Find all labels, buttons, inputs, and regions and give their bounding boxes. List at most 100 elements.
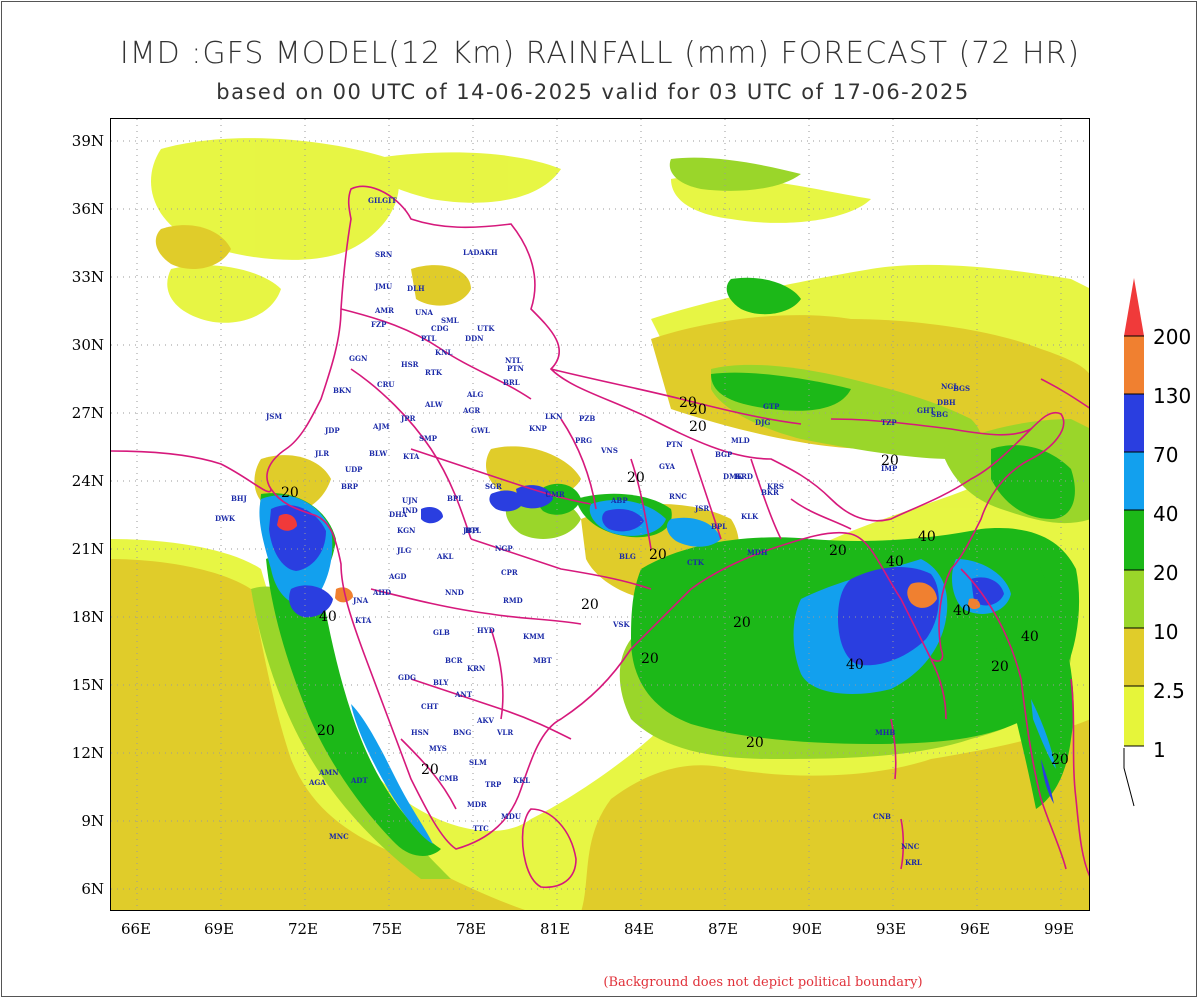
- station-label: NND: [445, 588, 464, 597]
- station-label: BHJ: [231, 494, 248, 503]
- station-label: DMK: [723, 472, 744, 481]
- station-label: GDG: [398, 673, 416, 682]
- station-label: GTP: [763, 402, 780, 411]
- station-label: TZP: [881, 418, 897, 427]
- station-label: BPL: [711, 522, 727, 531]
- lat-label-12n: 12N: [71, 744, 104, 762]
- contour-label: 20: [829, 543, 847, 559]
- contour-label: 20: [581, 597, 599, 613]
- station-label: BRL: [503, 378, 520, 387]
- station-label: KRD: [735, 472, 753, 481]
- station-label: DJG: [755, 418, 770, 427]
- station-label: NTL: [505, 356, 522, 365]
- station-label: JNA: [352, 596, 369, 605]
- station-label: AMN: [318, 768, 339, 777]
- lon-label-72e: 72E: [287, 920, 319, 938]
- station-label: BRP: [341, 482, 359, 491]
- contour-label: 20: [1051, 752, 1069, 768]
- station-label: LADAKH: [463, 248, 498, 257]
- contour-label: 20: [317, 723, 335, 739]
- station-label: BPL: [447, 494, 463, 503]
- contour-label: 40: [1021, 629, 1039, 645]
- station-label: SBG: [931, 410, 948, 419]
- station-label: BLG: [619, 552, 636, 561]
- station-label: GHT: [917, 406, 936, 415]
- station-label: JBP: [462, 526, 478, 535]
- lon-label-81e: 81E: [539, 920, 571, 938]
- legend-label-2-5: 2.5: [1153, 679, 1185, 703]
- station-label: MDH: [747, 548, 768, 557]
- station-label: HSR: [401, 360, 419, 369]
- station-label: FZP: [371, 320, 387, 329]
- station-label: KTA: [403, 452, 420, 461]
- station-label: BTL: [465, 526, 481, 535]
- station-label: CDG: [431, 324, 449, 333]
- station-label: PTN: [666, 440, 683, 449]
- legend-swatch-70-130: [1124, 394, 1144, 452]
- station-label: ANT: [454, 690, 473, 699]
- lat-label-33n: 33N: [71, 268, 104, 286]
- station-label: VNS: [600, 446, 618, 455]
- station-label: KNP: [529, 424, 547, 433]
- lat-label-39n: 39N: [71, 132, 104, 150]
- station-label: KRL: [905, 858, 922, 867]
- station-label: JSR: [694, 504, 709, 513]
- station-label: KNL: [435, 348, 452, 357]
- station-label: ALG: [466, 390, 483, 399]
- station-label: KRS: [767, 482, 784, 491]
- rainfall-map: 20 20 20 20 20 20 20 20 20 20 20 20 20 4…: [110, 118, 1090, 911]
- station-label: KTA: [355, 616, 372, 625]
- lat-label-15n: 15N: [71, 676, 104, 694]
- legend-label-130: 130: [1153, 384, 1192, 408]
- station-label: DBH: [937, 398, 956, 407]
- contour-label: 20: [281, 485, 299, 501]
- station-label: ADT: [350, 776, 369, 785]
- station-label: BKN: [333, 386, 352, 395]
- station-label: BLY: [433, 678, 449, 687]
- station-label: KMM: [523, 632, 545, 641]
- contour-label: 20: [991, 659, 1009, 675]
- station-label: SMP: [419, 434, 438, 443]
- station-label: AGR: [462, 406, 480, 415]
- lat-label-18n: 18N: [71, 608, 104, 626]
- station-label: RTK: [425, 368, 443, 377]
- station-label: ALW: [424, 400, 443, 409]
- lon-label-84e: 84E: [623, 920, 655, 938]
- station-label: CMB: [439, 774, 458, 783]
- station-label: MNC: [329, 832, 349, 841]
- station-label: VLR: [496, 728, 513, 737]
- station-label: NGP: [495, 544, 513, 553]
- lat-label-24n: 24N: [71, 472, 104, 490]
- station-label: MHB: [875, 728, 895, 737]
- station-label: UDP: [345, 465, 363, 474]
- footer-note: (Background does not depict political bo…: [603, 975, 923, 990]
- station-label: CTK: [687, 558, 705, 567]
- contour-labels: 20 20 20 20 20 20 20 20 20 20 20 20 20 4…: [281, 395, 1069, 778]
- contour-label: 20: [689, 419, 707, 435]
- station-label: GLB: [433, 628, 450, 637]
- station-label: KRN: [467, 664, 486, 673]
- contour-label: 40: [886, 554, 904, 570]
- station-label: IMP: [881, 464, 898, 473]
- station-label: PTL: [421, 334, 436, 343]
- lat-label-9n: 9N: [81, 812, 104, 830]
- station-label: CHT: [421, 702, 439, 711]
- lon-label-99e: 99E: [1043, 920, 1075, 938]
- station-label: DWK: [215, 514, 236, 523]
- lat-label-21n: 21N: [71, 540, 104, 558]
- station-label: UNA: [415, 308, 434, 317]
- station-label: HSN: [411, 728, 430, 737]
- chart-title: IMD :GFS MODEL(12 Km) RAINFALL (mm) FORE…: [119, 36, 1081, 71]
- contour-label: 20: [746, 735, 764, 751]
- legend-label-40: 40: [1153, 502, 1179, 526]
- station-label: AJM: [372, 422, 390, 431]
- lon-label-93e: 93E: [875, 920, 907, 938]
- station-label: UMR: [545, 490, 565, 499]
- contour-label: 20: [649, 547, 667, 563]
- station-label: MBT: [533, 656, 553, 665]
- legend-swatch-40-70: [1124, 452, 1144, 510]
- station-label: BGP: [715, 450, 733, 459]
- station-label: JDP: [324, 426, 340, 435]
- legend-swatch-10-20: [1124, 570, 1144, 628]
